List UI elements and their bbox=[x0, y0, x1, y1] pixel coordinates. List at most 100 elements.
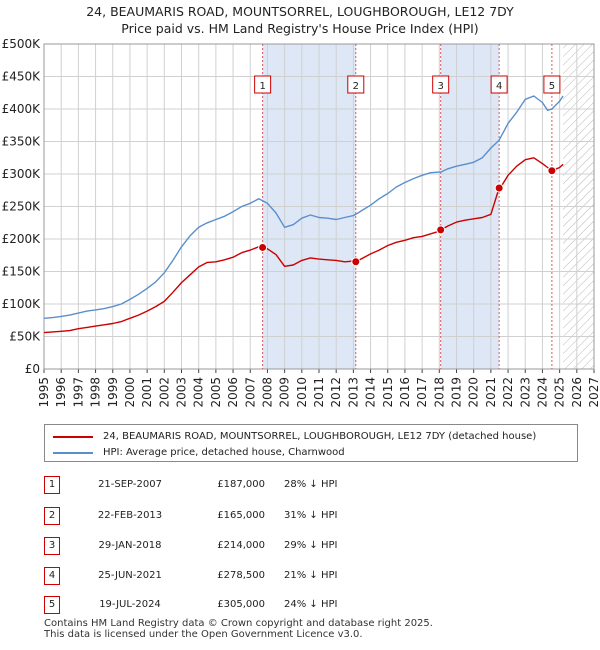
legend-swatch-property bbox=[53, 435, 93, 438]
y-tick-label: £450K bbox=[2, 70, 42, 84]
chart-subtitle: Price paid vs. HM Land Registry's House … bbox=[121, 21, 479, 36]
sale-point bbox=[494, 183, 504, 193]
sale-marker-label: 5 bbox=[549, 81, 555, 92]
x-tick-label: 2021 bbox=[484, 377, 498, 408]
x-tick-label: 2010 bbox=[295, 377, 309, 408]
sale-marker-box bbox=[543, 75, 561, 94]
sale-hpi-diff: 21% ↓ HPI bbox=[284, 570, 338, 581]
x-tick-label: 1999 bbox=[106, 377, 120, 408]
y-tick-label: £400K bbox=[2, 102, 42, 116]
sale-number-badge: 1 bbox=[44, 476, 60, 494]
x-tick-label: 2020 bbox=[467, 377, 481, 408]
y-tick-label: £100K bbox=[2, 297, 42, 311]
x-tick-label: 2007 bbox=[243, 377, 257, 408]
x-tick-label: 2004 bbox=[192, 377, 206, 408]
x-tick-label: 2012 bbox=[329, 377, 343, 408]
y-tick-label: £200K bbox=[2, 232, 42, 246]
legend-item-property: 24, BEAUMARIS ROAD, MOUNTSORREL, LOUGHBO… bbox=[53, 431, 536, 442]
x-tick-label: 1996 bbox=[54, 377, 68, 408]
plot-border bbox=[43, 43, 595, 370]
y-tick-label: £500K bbox=[2, 37, 42, 51]
x-tick-label: 1995 bbox=[37, 377, 51, 408]
sale-marker-label: 3 bbox=[438, 81, 444, 92]
y-tick-label: £300K bbox=[2, 167, 42, 181]
y-tick-label: £0 bbox=[25, 362, 40, 376]
legend: 24, BEAUMARIS ROAD, MOUNTSORREL, LOUGHBO… bbox=[44, 424, 578, 462]
sale-date: 22-FEB-2013 bbox=[97, 510, 163, 521]
x-tick-label: 2026 bbox=[570, 377, 584, 408]
sale-date: 25-JUN-2021 bbox=[98, 570, 162, 581]
x-tick-label: 2000 bbox=[123, 377, 137, 408]
x-tick-label: 2001 bbox=[140, 377, 154, 408]
sale-number-badge: 5 bbox=[44, 596, 60, 614]
sale-price: £278,500 bbox=[217, 570, 265, 581]
sale-row: 1 21-SEP-2007 £187,000 28% ↓ HPI bbox=[0, 476, 600, 496]
sale-marker-label: 1 bbox=[259, 81, 265, 92]
sale-marker-box bbox=[347, 75, 365, 94]
sale-marker-box bbox=[254, 75, 272, 94]
sale-number-badge: 3 bbox=[44, 537, 60, 555]
x-tick-label: 2024 bbox=[535, 377, 549, 408]
legend-label-hpi: HPI: Average price, detached house, Char… bbox=[103, 447, 345, 458]
y-tick-label: £350K bbox=[2, 135, 42, 149]
x-tick-label: 2014 bbox=[364, 377, 378, 408]
x-tick-label: 2006 bbox=[226, 377, 240, 408]
x-tick-label: 2023 bbox=[518, 377, 532, 408]
sale-marker-box bbox=[490, 75, 508, 94]
chart-title: 24, BEAUMARIS ROAD, MOUNTSORREL, LOUGHBO… bbox=[86, 4, 514, 19]
sale-point bbox=[258, 242, 268, 252]
sale-date: 29-JAN-2018 bbox=[98, 540, 162, 551]
x-tick-label: 2015 bbox=[381, 377, 395, 408]
footer: Contains HM Land Registry data © Crown c… bbox=[44, 618, 433, 640]
legend-item-hpi: HPI: Average price, detached house, Char… bbox=[53, 447, 345, 458]
x-tick-label: 2005 bbox=[209, 377, 223, 408]
sale-date: 21-SEP-2007 bbox=[98, 479, 162, 490]
sale-point bbox=[436, 225, 446, 235]
x-tick-label: 2019 bbox=[450, 377, 464, 408]
footer-copyright: Contains HM Land Registry data © Crown c… bbox=[44, 618, 433, 629]
x-tick-label: 2017 bbox=[415, 377, 429, 408]
x-tick-label: 1998 bbox=[89, 377, 103, 408]
sale-hpi-diff: 28% ↓ HPI bbox=[284, 479, 338, 490]
sale-number-badge: 4 bbox=[44, 567, 60, 585]
sale-marker-label: 4 bbox=[496, 81, 502, 92]
y-tick-label: £250K bbox=[2, 200, 42, 214]
legend-swatch-hpi bbox=[53, 451, 93, 454]
x-tick-label: 2002 bbox=[157, 377, 171, 408]
x-tick-label: 2009 bbox=[278, 377, 292, 408]
sale-hpi-diff: 24% ↓ HPI bbox=[284, 599, 338, 610]
price-chart: £0 £50K £100K £150K £200K £250K £300K £350K £400… bbox=[2, 37, 600, 408]
sale-hpi-diff: 29% ↓ HPI bbox=[284, 540, 338, 551]
x-tick-label: 2022 bbox=[501, 377, 515, 408]
sale-price: £305,000 bbox=[217, 599, 265, 610]
x-tick-label: 2016 bbox=[398, 377, 412, 408]
footer-licence: This data is licensed under the Open Gov… bbox=[44, 629, 363, 640]
sale-row: 2 22-FEB-2013 £165,000 31% ↓ HPI bbox=[0, 507, 600, 527]
x-tick-label: 2025 bbox=[553, 377, 567, 408]
x-tick-label: 2008 bbox=[260, 377, 274, 408]
sale-number-badge: 2 bbox=[44, 507, 60, 525]
sale-row: 3 29-JAN-2018 £214,000 29% ↓ HPI bbox=[0, 537, 600, 557]
sale-hpi-diff: 31% ↓ HPI bbox=[284, 510, 338, 521]
sale-date: 19-JUL-2024 bbox=[99, 599, 161, 610]
sale-price: £214,000 bbox=[217, 540, 265, 551]
sale-row: 4 25-JUN-2021 £278,500 21% ↓ HPI bbox=[0, 567, 600, 587]
y-tick-label: £50K bbox=[9, 330, 41, 344]
x-tick-label: 2027 bbox=[587, 377, 600, 408]
sale-price: £187,000 bbox=[217, 479, 265, 490]
sale-row: 5 19-JUL-2024 £305,000 24% ↓ HPI bbox=[0, 596, 600, 616]
x-tick-label: 2011 bbox=[312, 377, 326, 408]
x-tick-label: 2018 bbox=[432, 377, 446, 408]
sale-marker-box bbox=[432, 75, 450, 94]
sale-price: £165,000 bbox=[217, 510, 265, 521]
x-tick-label: 1997 bbox=[71, 377, 85, 408]
sale-point bbox=[351, 257, 361, 267]
property-price-line bbox=[43, 157, 564, 334]
legend-label-property: 24, BEAUMARIS ROAD, MOUNTSORREL, LOUGHBO… bbox=[103, 431, 537, 442]
x-tick-label: 2003 bbox=[175, 377, 189, 408]
sale-point bbox=[547, 166, 557, 176]
sale-marker-label: 2 bbox=[353, 81, 359, 92]
y-tick-label: £150K bbox=[2, 265, 42, 279]
x-tick-label: 2013 bbox=[346, 377, 360, 408]
hpi-line bbox=[43, 95, 564, 319]
